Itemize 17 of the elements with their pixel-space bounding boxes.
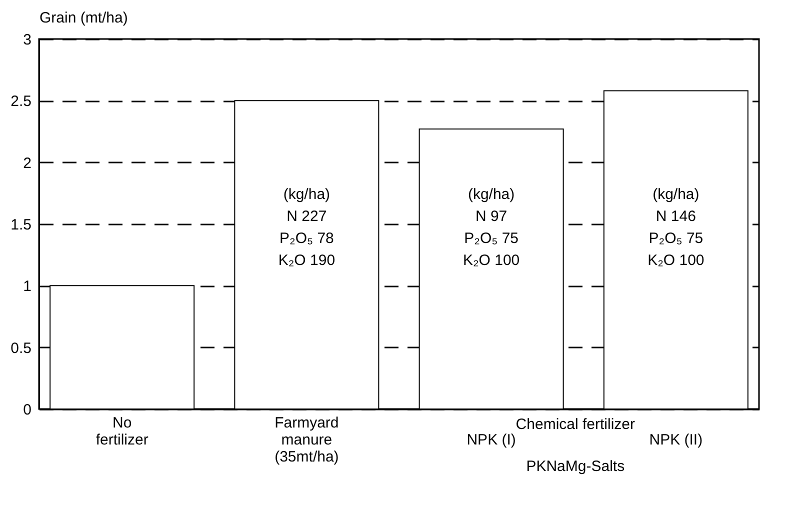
y-tick-label: 1.5 bbox=[10, 216, 32, 234]
x-tick-label: No fertilizer bbox=[96, 414, 148, 448]
y-tick-label: 3 bbox=[23, 32, 32, 48]
annotation: (kg/ha) N 227 P₂O₅ 78 K₂O 190 bbox=[278, 186, 336, 269]
x-tick-label: Farmyard manure (35mt/ha) bbox=[274, 414, 339, 466]
y-tick-label: 2 bbox=[23, 154, 32, 172]
text: Chemical fertilizer bbox=[516, 416, 635, 433]
annotation: (kg/ha) N 97 P₂O₅ 75 K₂O 100 bbox=[462, 186, 520, 269]
y-tick-label: 0.5 bbox=[10, 340, 32, 357]
x-tick-label: NPK (I) bbox=[466, 432, 516, 448]
y-tick-label: 1 bbox=[23, 278, 32, 296]
y-tick-label: 2.5 bbox=[10, 93, 32, 110]
y-tick-label: 0 bbox=[23, 402, 32, 418]
text: PKNaMg-Salts bbox=[526, 458, 625, 475]
y-axis-title: Grain (mt/ha) bbox=[40, 10, 128, 26]
x-tick-label: NPK (II) bbox=[649, 432, 703, 448]
annotation: (kg/ha) N 146 P₂O₅ 75 K₂O 100 bbox=[648, 186, 704, 269]
